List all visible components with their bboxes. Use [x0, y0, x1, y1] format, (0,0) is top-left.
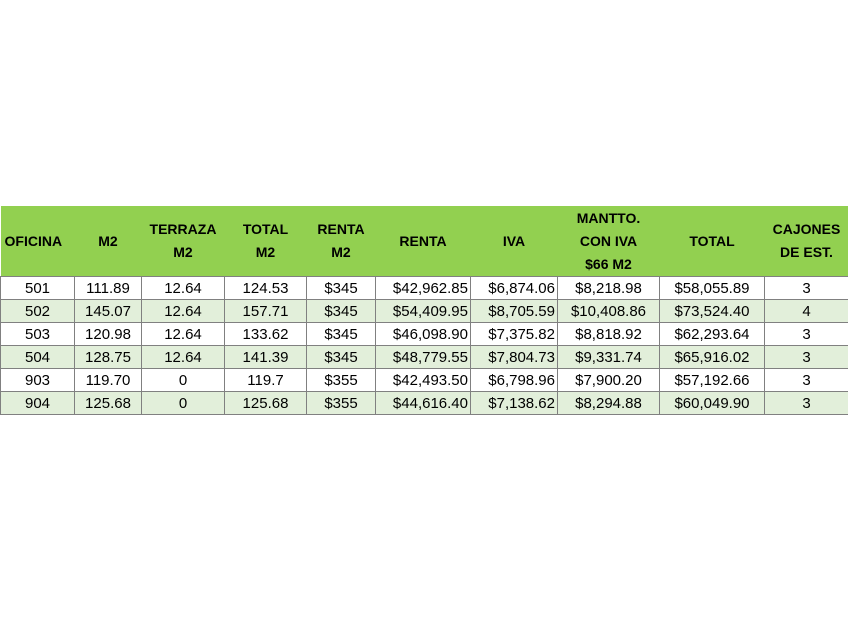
cell-total-m2: 157.71 — [224, 299, 307, 323]
cell-renta: $48,779.55 — [375, 345, 471, 369]
table-row: 504 128.75 12.64 141.39 $345 $48,779.55 $7,804… — [0, 345, 848, 369]
cell-total: $73,524.40 — [659, 299, 765, 323]
header-terraza-m2: TERRAZA M2 — [141, 206, 225, 277]
cell-iva: $6,798.96 — [470, 368, 558, 392]
cell-m2: 128.75 — [74, 345, 142, 369]
cell-iva: $6,874.06 — [470, 276, 558, 300]
office-rent-table: OFICINA M2 TERRAZA M2 TOTAL M2 RENTA M2 … — [0, 206, 848, 415]
cell-cajones: 3 — [764, 368, 848, 392]
cell-renta: $46,098.90 — [375, 322, 471, 346]
cell-terraza-m2: 0 — [141, 391, 225, 415]
cell-mantto: $8,294.88 — [557, 391, 660, 415]
cell-total: $58,055.89 — [659, 276, 765, 300]
header-total-m2: TOTAL M2 — [224, 206, 307, 277]
cell-mantto: $9,331.74 — [557, 345, 660, 369]
cell-m2: 120.98 — [74, 322, 142, 346]
cell-renta-m2: $345 — [306, 299, 376, 323]
cell-renta-m2: $355 — [306, 368, 376, 392]
cell-renta-m2: $345 — [306, 345, 376, 369]
cell-oficina: 504 — [0, 345, 75, 369]
cell-total: $62,293.64 — [659, 322, 765, 346]
cell-oficina: 903 — [0, 368, 75, 392]
cell-cajones: 3 — [764, 276, 848, 300]
table-row: 904 125.68 0 125.68 $355 $44,616.40 $7,138.62 $… — [0, 391, 848, 415]
cell-total-m2: 124.53 — [224, 276, 307, 300]
cell-terraza-m2: 12.64 — [141, 276, 225, 300]
header-m2: M2 — [74, 206, 142, 277]
cell-mantto: $7,900.20 — [557, 368, 660, 392]
cell-cajones: 3 — [764, 322, 848, 346]
cell-total-m2: 125.68 — [224, 391, 307, 415]
cell-iva: $7,138.62 — [470, 391, 558, 415]
cell-terraza-m2: 12.64 — [141, 322, 225, 346]
cell-total-m2: 141.39 — [224, 345, 307, 369]
cell-renta: $42,493.50 — [375, 368, 471, 392]
cell-oficina: 904 — [0, 391, 75, 415]
header-iva: IVA — [470, 206, 558, 277]
header-row: OFICINA M2 TERRAZA M2 TOTAL M2 RENTA M2 … — [0, 206, 848, 277]
cell-total-m2: 133.62 — [224, 322, 307, 346]
cell-mantto: $8,218.98 — [557, 276, 660, 300]
cell-mantto: $10,408.86 — [557, 299, 660, 323]
cell-renta-m2: $355 — [306, 391, 376, 415]
cell-cajones: 3 — [764, 391, 848, 415]
table-row: 903 119.70 0 119.7 $355 $42,493.50 $6,798.96 $7… — [0, 368, 848, 392]
cell-cajones: 3 — [764, 345, 848, 369]
cell-total: $60,049.90 — [659, 391, 765, 415]
cell-m2: 111.89 — [74, 276, 142, 300]
cell-terraza-m2: 0 — [141, 368, 225, 392]
cell-renta: $42,962.85 — [375, 276, 471, 300]
cell-total: $57,192.66 — [659, 368, 765, 392]
cell-total-m2: 119.7 — [224, 368, 307, 392]
cell-renta: $54,409.95 — [375, 299, 471, 323]
header-oficina: OFICINA — [0, 206, 75, 277]
cell-m2: 125.68 — [74, 391, 142, 415]
cell-cajones: 4 — [764, 299, 848, 323]
cell-renta: $44,616.40 — [375, 391, 471, 415]
table-row: 503 120.98 12.64 133.62 $345 $46,098.90 $7,375… — [0, 322, 848, 346]
table-row: 502 145.07 12.64 157.71 $345 $54,409.95 $8,705… — [0, 299, 848, 323]
cell-total: $65,916.02 — [659, 345, 765, 369]
cell-iva: $7,375.82 — [470, 322, 558, 346]
cell-m2: 119.70 — [74, 368, 142, 392]
table-row: 501 111.89 12.64 124.53 $345 $42,962.85 $6,874… — [0, 276, 848, 300]
cell-oficina: 502 — [0, 299, 75, 323]
header-mantto: MANTTO. CON IVA $66 M2 — [557, 206, 660, 277]
cell-terraza-m2: 12.64 — [141, 299, 225, 323]
cell-iva: $7,804.73 — [470, 345, 558, 369]
cell-mantto: $8,818.92 — [557, 322, 660, 346]
cell-renta-m2: $345 — [306, 322, 376, 346]
cell-oficina: 501 — [0, 276, 75, 300]
cell-renta-m2: $345 — [306, 276, 376, 300]
header-cajones: CAJONES DE EST. — [764, 206, 848, 277]
cell-iva: $8,705.59 — [470, 299, 558, 323]
cell-terraza-m2: 12.64 — [141, 345, 225, 369]
header-total: TOTAL — [659, 206, 765, 277]
cell-oficina: 503 — [0, 322, 75, 346]
header-renta: RENTA — [375, 206, 471, 277]
table-body: 501 111.89 12.64 124.53 $345 $42,962.85 $6,874… — [0, 276, 848, 415]
header-renta-m2: RENTA M2 — [306, 206, 376, 277]
cell-m2: 145.07 — [74, 299, 142, 323]
